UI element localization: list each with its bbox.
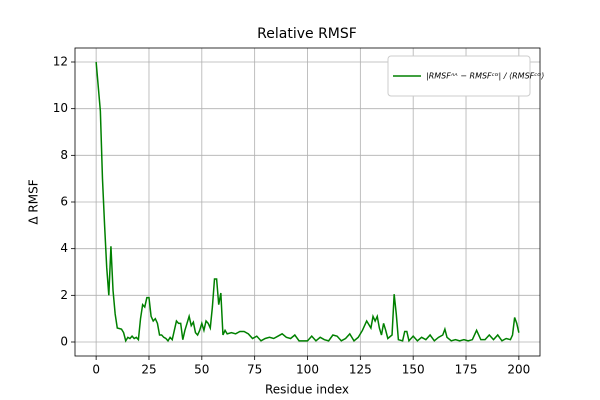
data-line bbox=[95, 61, 520, 343]
y-tick-label: 6 bbox=[60, 195, 68, 209]
x-tick-label: 0 bbox=[92, 363, 100, 377]
x-tick-label: 75 bbox=[247, 363, 262, 377]
x-tick-label: 200 bbox=[507, 363, 530, 377]
chart-title: Relative RMSF bbox=[257, 26, 357, 42]
x-tick-label: 150 bbox=[402, 363, 425, 377]
plot-frame bbox=[74, 47, 541, 357]
y-tick-label: 0 bbox=[60, 335, 68, 349]
x-tick-label: 175 bbox=[455, 363, 478, 377]
y-tick-label: 4 bbox=[60, 241, 68, 255]
x-tick-label: 125 bbox=[349, 363, 372, 377]
x-tick-label: 50 bbox=[194, 363, 209, 377]
legend-label: |RMSFᴬᴬ − RMSFᶜᴳ| / ⟨RMSFᶜᴳ⟩ bbox=[426, 72, 544, 81]
y-tick-label: 8 bbox=[60, 148, 68, 162]
y-tick-label: 10 bbox=[53, 101, 68, 115]
legend-box bbox=[387, 55, 531, 97]
x-tick-label: 25 bbox=[141, 363, 156, 377]
y-axis-label: Δ RMSF bbox=[27, 179, 41, 224]
y-tick-label: 12 bbox=[53, 55, 68, 69]
x-tick-label: 100 bbox=[296, 363, 319, 377]
x-axis-label: Residue index bbox=[265, 383, 349, 397]
y-tick-label: 2 bbox=[60, 288, 68, 302]
